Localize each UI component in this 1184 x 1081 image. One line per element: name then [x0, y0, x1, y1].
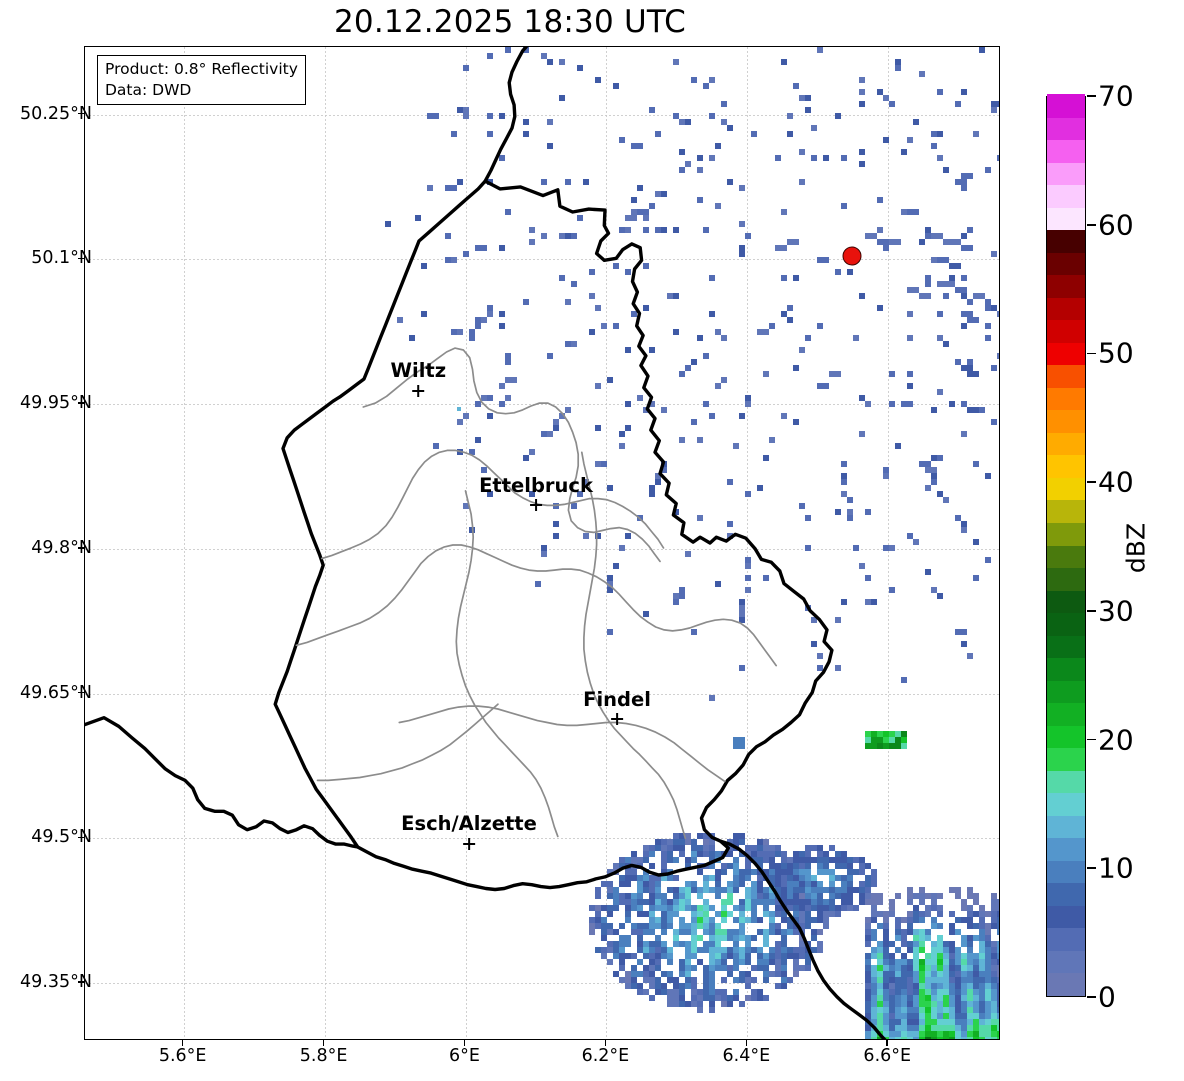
x-axis-tick-label: 5.8°E [300, 1046, 348, 1066]
colorbar-band [1047, 207, 1085, 230]
colorbar-band [1047, 590, 1085, 613]
colorbar-tick-mark [1087, 353, 1096, 355]
x-axis-tick-mark [323, 1040, 325, 1046]
x-axis-tick-mark [182, 1040, 184, 1046]
colorbar-band [1047, 500, 1085, 523]
x-axis-tick-label: 6.2°E [582, 1046, 630, 1066]
map-clip-region: Wiltz Ettelbruck Findel Esch/Alzette [85, 47, 999, 1039]
colorbar-band [1047, 680, 1085, 703]
colorbar-band [1047, 928, 1085, 951]
colorbar-band [1047, 612, 1085, 635]
colorbar-band [1047, 342, 1085, 365]
y-axis-tick-mark [78, 547, 84, 549]
colorbar-band [1047, 365, 1085, 388]
colorbar-band [1047, 455, 1085, 478]
colorbar-tick-label: 20 [1098, 723, 1134, 756]
national-border-path [85, 47, 886, 1039]
colorbar-band [1047, 883, 1085, 906]
colorbar-band [1047, 950, 1085, 973]
x-axis-tick-label: 5.6°E [159, 1046, 207, 1066]
x-axis-tick-mark [605, 1040, 607, 1046]
product-label: Product: 0.8° Reflectivity [105, 59, 298, 80]
colorbar-band [1047, 117, 1085, 140]
y-axis-tick-mark [78, 258, 84, 260]
district-border-paths [296, 348, 776, 838]
x-axis-tick-mark [746, 1040, 748, 1046]
colorbar-band [1047, 770, 1085, 793]
colorbar-band [1047, 860, 1085, 883]
colorbar-band [1047, 545, 1085, 568]
data-source-label: Data: DWD [105, 80, 298, 101]
colorbar-band [1047, 162, 1085, 185]
colorbar-title: dBZ [1122, 523, 1151, 573]
colorbar-band [1047, 522, 1085, 545]
colorbar-band [1047, 973, 1085, 996]
product-info-box: Product: 0.8° Reflectivity Data: DWD [97, 55, 306, 105]
colorbar[interactable] [1046, 96, 1086, 997]
colorbar-band [1047, 658, 1085, 681]
colorbar-tick-label: 30 [1098, 594, 1134, 627]
colorbar-band [1047, 748, 1085, 771]
colorbar-band [1047, 725, 1085, 748]
colorbar-tick-label: 10 [1098, 852, 1134, 885]
x-axis-tick-label: 6.6°E [863, 1046, 911, 1066]
colorbar-tick-mark [1087, 224, 1096, 226]
colorbar-band [1047, 185, 1085, 208]
colorbar-band [1047, 635, 1085, 658]
colorbar-band [1047, 838, 1085, 861]
y-axis-tick-mark [78, 113, 84, 115]
colorbar-band [1047, 94, 1085, 117]
colorbar-band [1047, 320, 1085, 343]
colorbar-band [1047, 252, 1085, 275]
radar-site-marker[interactable] [842, 247, 861, 266]
colorbar-band [1047, 139, 1085, 162]
colorbar-tick-label: 50 [1098, 337, 1134, 370]
colorbar-band [1047, 410, 1085, 433]
colorbar-tick-mark [1087, 95, 1096, 97]
radar-map-plot[interactable]: Wiltz Ettelbruck Findel Esch/Alzette Produc… [84, 46, 1000, 1040]
colorbar-tick-mark [1087, 867, 1096, 869]
x-axis-tick-label: 6.4°E [723, 1046, 771, 1066]
x-axis-tick-label: 6°E [449, 1046, 480, 1066]
map-borders-layer [85, 47, 999, 1039]
colorbar-tick-label: 60 [1098, 208, 1134, 241]
colorbar-tick-mark [1087, 996, 1096, 998]
colorbar-tick-label: 40 [1098, 466, 1134, 499]
y-axis-tick-mark [78, 692, 84, 694]
colorbar-band [1047, 230, 1085, 253]
x-axis-tick-mark [464, 1040, 466, 1046]
colorbar-band [1047, 703, 1085, 726]
y-axis-tick-mark [78, 402, 84, 404]
colorbar-band [1047, 793, 1085, 816]
y-axis-tick-mark [78, 981, 84, 983]
colorbar-band [1047, 387, 1085, 410]
colorbar-band [1047, 432, 1085, 455]
colorbar-tick-label: 0 [1098, 981, 1116, 1014]
x-axis-tick-mark [886, 1040, 888, 1046]
colorbar-band [1047, 477, 1085, 500]
colorbar-tick-mark [1087, 739, 1096, 741]
colorbar-tick-mark [1087, 610, 1096, 612]
colorbar-tick-label: 70 [1098, 80, 1134, 113]
page-title: 20.12.2025 18:30 UTC [0, 4, 1020, 40]
y-axis-tick-mark [78, 837, 84, 839]
colorbar-band [1047, 815, 1085, 838]
colorbar-band [1047, 275, 1085, 298]
colorbar-band [1047, 297, 1085, 320]
colorbar-tick-mark [1087, 481, 1096, 483]
colorbar-band [1047, 905, 1085, 928]
colorbar-band [1047, 567, 1085, 590]
